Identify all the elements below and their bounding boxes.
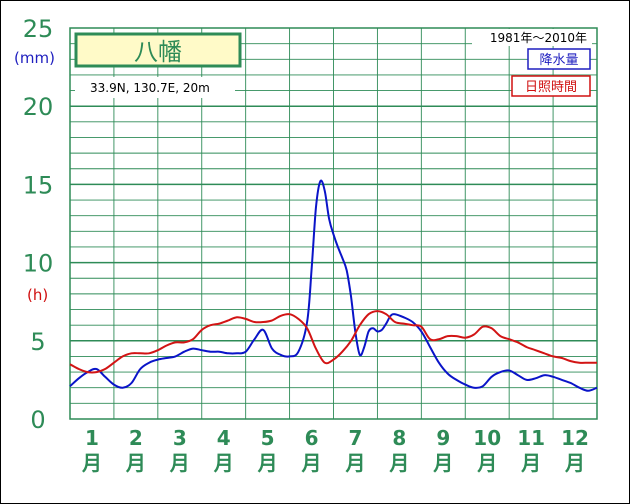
station-name: 八幡 — [134, 38, 182, 66]
y-tick-label: 10 — [23, 250, 54, 278]
legend-sunshine: 日照時間 — [525, 80, 577, 95]
period-label: 1981年〜2010年 — [490, 31, 587, 45]
month-suffix: 月 — [169, 451, 190, 475]
month-suffix: 月 — [564, 451, 585, 475]
month-suffix: 月 — [344, 451, 365, 475]
month-label: 3 — [173, 426, 187, 450]
series-line-sunshine — [69, 310, 597, 374]
unit-label-h: (h) — [27, 286, 48, 304]
coords-background — [75, 77, 235, 98]
month-label: 6 — [305, 426, 319, 450]
month-suffix: 月 — [520, 451, 541, 475]
month-label: 1 — [85, 426, 99, 450]
legend-precipitation-box — [527, 48, 591, 70]
station-name-box — [74, 32, 242, 68]
period-background — [472, 29, 592, 46]
month-label: 8 — [392, 426, 406, 450]
month-suffix: 月 — [125, 451, 146, 475]
month-label: 4 — [217, 426, 231, 450]
month-suffix: 月 — [301, 451, 322, 475]
month-label: 11 — [517, 426, 545, 450]
month-label: 2 — [129, 426, 143, 450]
legend-sunshine-box — [511, 75, 591, 97]
month-label: 9 — [436, 426, 450, 450]
unit-label-mm: (mm) — [14, 49, 55, 67]
month-label: 12 — [561, 426, 589, 450]
y-tick-label: 0 — [30, 406, 45, 434]
month-suffix: 月 — [257, 451, 278, 475]
month-label: 10 — [473, 426, 501, 450]
y-tick-label: 15 — [23, 171, 54, 199]
y-tick-label: 20 — [23, 93, 54, 121]
month-suffix: 月 — [432, 451, 453, 475]
y-axis: 0 5 10 15 20 25 — [23, 15, 54, 434]
series-lines — [69, 179, 598, 392]
month-suffix: 月 — [81, 451, 102, 475]
month-label: 5 — [261, 426, 275, 450]
y-tick-label: 25 — [23, 15, 54, 43]
legend-precipitation: 降水量 — [539, 53, 578, 68]
y-tick-label: 5 — [30, 328, 45, 356]
month-suffix: 月 — [476, 451, 497, 475]
station-coordinates: 33.9N, 130.7E, 20m — [90, 81, 210, 95]
series-line-precipitation — [69, 179, 598, 392]
month-label: 7 — [348, 426, 362, 450]
month-suffix: 月 — [213, 451, 234, 475]
month-suffix: 月 — [388, 451, 409, 475]
